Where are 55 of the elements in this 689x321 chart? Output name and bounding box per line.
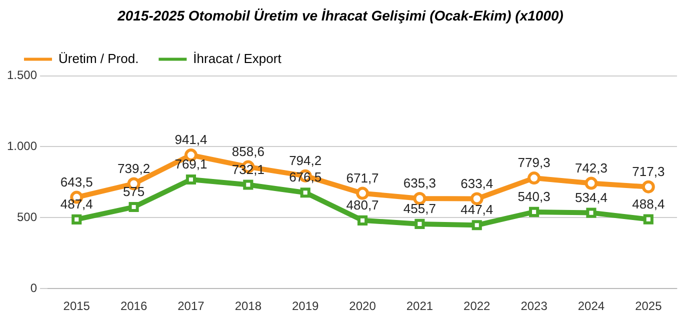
data-label: 488,4	[632, 196, 665, 212]
x-tick-label: 2015	[63, 299, 90, 314]
data-label: 534,4	[574, 190, 608, 205]
point	[584, 176, 598, 190]
point	[186, 174, 196, 185]
y-tick-label: 0	[30, 280, 38, 295]
data-label: 635,3	[403, 176, 436, 191]
data-label: 455,7	[403, 201, 436, 216]
x-tick-label: 2023	[520, 299, 548, 314]
point	[356, 186, 370, 200]
point	[243, 180, 254, 190]
data-label: 480,7	[346, 197, 379, 212]
y-tick-label: 1.000	[7, 139, 38, 154]
point	[413, 192, 426, 205]
point	[529, 206, 540, 217]
point	[357, 215, 368, 226]
data-label: 742,3	[574, 160, 608, 176]
data-label: 769,1	[174, 156, 208, 172]
point	[300, 188, 310, 198]
legend-label: Üretim / Prod.	[58, 50, 139, 66]
data-label: 717,3	[632, 164, 665, 179]
point	[414, 218, 425, 229]
data-label: 447,4	[460, 202, 494, 218]
point	[470, 192, 484, 206]
data-label: 633,4	[460, 176, 494, 191]
x-tick-label: 2018	[234, 299, 262, 314]
legend-label: İhracat / Export	[193, 50, 282, 66]
point	[586, 208, 596, 218]
data-label: 643,5	[60, 174, 93, 190]
x-tick-label: 2025	[635, 299, 662, 314]
point	[528, 172, 541, 185]
y-tick-label: 1.500	[7, 68, 38, 82]
data-label: 779,3	[518, 155, 550, 170]
y-tick-label: 500	[17, 210, 38, 224]
x-tick-label: 2017	[178, 299, 205, 314]
data-label: 858,6	[232, 144, 264, 159]
chart-title: 2015-2025 Otomobil Üretim ve İhracat Gelişimi (Ocak-Ekim) (x1000)	[116, 7, 564, 24]
point	[128, 202, 139, 212]
data-label: 487,4	[60, 196, 93, 212]
point	[643, 214, 654, 224]
point	[642, 180, 655, 194]
x-tick-label: 2016	[120, 299, 148, 314]
x-tick-label: 2022	[464, 299, 491, 314]
x-tick-label: 2021	[406, 299, 434, 314]
data-label: 739,2	[118, 160, 150, 176]
data-label: 540,3	[518, 189, 550, 204]
data-label: 575	[122, 184, 145, 200]
data-label: 794,2	[289, 153, 322, 168]
x-tick-label: 2020	[349, 299, 376, 314]
point	[72, 214, 82, 224]
x-tick-label: 2024	[578, 299, 605, 314]
point	[472, 220, 482, 230]
x-tick-label: 2019	[292, 299, 320, 314]
data-label: 941,4	[174, 132, 208, 148]
data-label: 671,7	[346, 170, 379, 186]
